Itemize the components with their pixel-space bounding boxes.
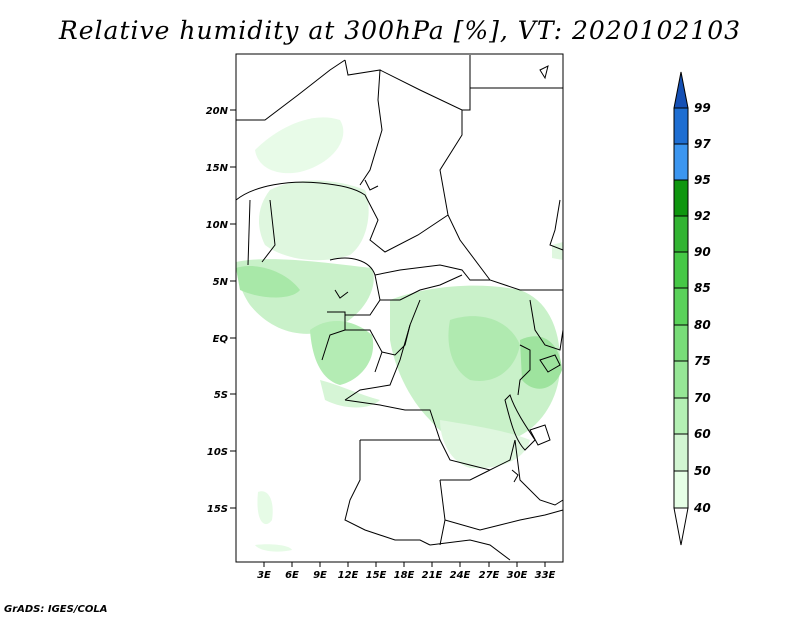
humidity-region-sw-2 [255,544,292,552]
humidity-shading [236,117,563,552]
colorbar-label: 80 [694,318,711,332]
border-line [511,469,519,483]
lat-tick-label: 15N [206,163,229,174]
border-line [539,354,561,373]
border-line [344,59,383,186]
colorbar-segment [673,143,689,181]
colorbar-segment [673,107,689,145]
lon-tick-label: 33E [535,570,556,581]
border-line [344,324,411,401]
border-line [321,329,346,361]
color-bar: 99 97 95 92 90 85 80 75 70 60 50 40 [673,71,711,546]
border-line [514,439,564,506]
colorbar-segment [673,397,689,435]
lat-tick-label: 5N [213,277,229,288]
humidity-region-sw-1 [257,491,273,525]
lon-tick-label: 9E [313,570,327,581]
colorbar-label: 60 [694,427,711,441]
colorbar-label: 50 [694,464,711,478]
border-line [374,264,490,281]
lat-tick-label: 5S [214,390,228,401]
border-line [539,65,549,80]
border-line [329,257,381,316]
lon-tick-label: 21E [422,570,443,581]
border-line [327,311,383,373]
footer-credit: GrADS: IGES/COLA [4,604,108,615]
lon-tick-label: 6E [285,570,299,581]
border-line [247,199,251,266]
humidity-region-coast-south [320,380,380,408]
colorbar-segment [673,179,689,217]
lon-tick-label: 18E [394,570,415,581]
colorbar-segment [673,215,689,253]
humidity-region-north [255,117,344,174]
country-borders [235,55,564,561]
border-line [440,469,491,481]
border-line [334,289,349,299]
humidity-region-west-coast [236,266,300,298]
border-line [439,110,563,291]
border-line [344,440,431,546]
border-line [381,299,421,356]
border-line [529,299,564,351]
border-line [236,59,346,121]
border-line [235,181,449,253]
border-line [517,344,531,396]
chart-title: Relative humidity at 300hPa [%], VT: 202… [58,16,742,45]
humidity-region-sahel [258,180,369,261]
colorbar-segment [673,433,689,472]
border-line [429,539,511,561]
lon-tick-label: 30E [507,570,528,581]
colorbar-segment [673,251,689,289]
border-line [549,199,564,251]
humidity-region-east [552,242,563,260]
colorbar-label: 90 [694,245,711,259]
lon-tick-label: 27E [479,570,500,581]
lon-tick-label: 3E [257,570,271,581]
lat-tick-label: 20N [206,106,229,117]
colorbar-bottom-arrow [673,507,689,546]
colorbar-segment [673,324,689,362]
map-frame [235,53,564,563]
colorbar-label: 85 [694,281,711,295]
humidity-region-south [440,420,530,469]
humidity-region-congo-core [448,316,520,381]
lon-tick-label: 12E [338,570,359,581]
border-line [380,274,463,301]
colorbar-top-arrow [673,71,689,109]
colorbar-label: 99 [694,101,711,115]
lon-tick-label: 24E [450,570,471,581]
colorbar-label: 97 [694,137,711,151]
colorbar-label: 75 [694,354,711,368]
border-line [439,479,446,546]
humidity-region-lakes [520,336,562,389]
colorbar-segment [673,287,689,326]
lat-tick-label: 10S [207,447,228,458]
border-line [261,199,276,263]
colorbar-label: 70 [694,391,711,405]
lat-tick-label: 15S [207,504,228,515]
border-line [529,424,551,446]
latitude-axis: 20N 15N 10N 5N EQ 5S 10S 15S [206,106,236,515]
lat-tick-label: 10N [206,220,229,231]
border-line [444,509,564,531]
colorbar-segment [673,470,689,509]
border-line [379,55,471,111]
colorbar-segment [673,360,689,399]
humidity-region-gabon [310,320,374,385]
longitude-axis: 3E 6E 9E 12E 15E 18E 21E 24E 27E 30E 33E [257,562,556,581]
border-line [364,179,379,191]
lon-tick-label: 15E [366,570,387,581]
colorbar-label: 40 [693,501,711,515]
colorbar-label: 92 [694,209,711,223]
lat-tick-label: EQ [213,334,229,345]
colorbar-label: 95 [694,173,711,187]
border-line [344,399,516,471]
